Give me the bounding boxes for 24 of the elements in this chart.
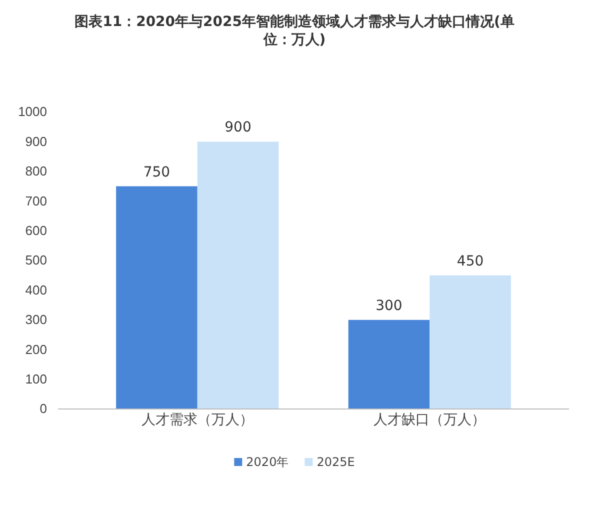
bar (197, 142, 279, 409)
y-tick-label: 0 (40, 401, 47, 416)
data-label: 900 (224, 120, 252, 136)
legend-label: 2020年 (246, 455, 289, 469)
chart-title: 图表11：2020年与2025年智能制造领域人才需求与人才缺口情况(单位：万人) (74, 14, 514, 48)
y-tick-label: 300 (25, 312, 47, 328)
y-tick-label: 1000 (18, 104, 47, 120)
data-label: 300 (376, 298, 402, 314)
data-label: 450 (456, 253, 484, 270)
y-tick-label: 700 (25, 193, 47, 208)
y-tick-label: 200 (25, 342, 47, 357)
y-tick-label: 400 (25, 282, 47, 298)
bar (430, 275, 511, 409)
y-tick-label: 900 (25, 134, 47, 149)
y-tick-label: 800 (25, 164, 47, 179)
data-label: 750 (143, 164, 170, 180)
bar (348, 320, 430, 409)
bar (116, 186, 198, 409)
legend-label: 2025E (316, 455, 355, 469)
y-tick-label: 600 (25, 222, 47, 238)
y-tick-label: 100 (25, 371, 47, 386)
x-tick-label: 人才缺口（万人） (374, 411, 486, 427)
x-tick-label: 人才需求（万人） (141, 411, 254, 427)
y-tick-label: 500 (25, 252, 47, 268)
